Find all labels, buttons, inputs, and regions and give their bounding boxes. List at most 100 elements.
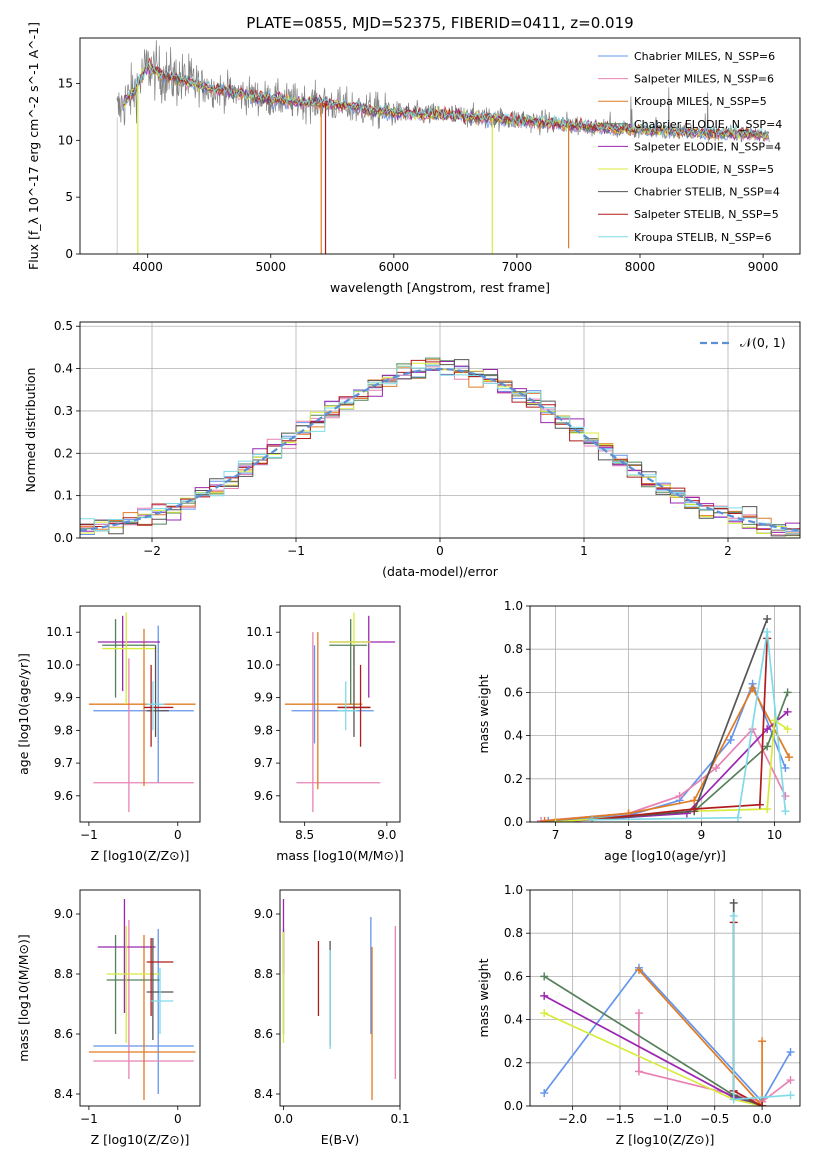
panel-spectrum: 4000 5000 6000 7000 8000 9000 0 5 10 15 wavelength… [26, 22, 801, 295]
x-tick-label: 10 [767, 828, 782, 842]
errorbar-point [337, 645, 371, 737]
weight-marker [781, 764, 790, 772]
plot-area-mass-vs-EBV [282, 899, 396, 1100]
y-tick-label: 10.1 [46, 625, 73, 639]
legend-item: 𝒩(0, 1) [700, 335, 786, 350]
weight-line [638, 1013, 792, 1103]
weight-marker [783, 725, 792, 734]
panel-mass-vs-EBV: 0.0 0.1 8.4 8.6 8.8 9.0 E(B-V) [254, 889, 410, 1147]
weight-marker [755, 800, 764, 809]
legend-label: Chabrier STELIB, N_SSP=4 [634, 186, 780, 199]
y-tick-label: 15 [58, 76, 73, 90]
errorbar-point [284, 632, 363, 790]
x-tick-label: −1.5 [605, 1112, 634, 1126]
y-tick-label: 10.0 [46, 658, 73, 672]
y-axis-label: mass [log10(M/M⊙)] [16, 934, 31, 1062]
x-tick-label: 2 [724, 544, 732, 558]
legend-item: Kroupa STELIB, N_SSP=6 [598, 231, 772, 244]
x-tick-label: 9 [698, 828, 706, 842]
x-tick-label: 8.5 [295, 828, 314, 842]
axes-frame [79, 605, 201, 823]
axes-frame [529, 605, 801, 823]
x-tick-label: 7 [552, 828, 560, 842]
weight-line [543, 975, 763, 1106]
weight-marker [763, 725, 772, 734]
legend-label: Chabrier MILES, N_SSP=6 [634, 50, 775, 63]
y-axis-label: Flux [f_λ 10^-17 erg cm^-2 s^-1 A^-1] [26, 22, 41, 270]
y-tick-label: 9.6 [254, 789, 273, 803]
x-axis-label: Z [log10(Z/Z⊙)] [91, 848, 190, 863]
weight-marker [763, 805, 772, 814]
weight-marker [551, 818, 560, 822]
weight-marker [770, 716, 779, 725]
weight-marker [690, 796, 699, 805]
weight-marker [540, 1009, 549, 1018]
x-tick-label: −1 [80, 828, 98, 842]
y-axis-label: mass weight [476, 674, 491, 753]
x-axis-label: mass [log10(M/M⊙)] [276, 848, 404, 863]
y-tick-label: 0.6 [504, 685, 523, 699]
x-tick-label: 9000 [748, 260, 779, 274]
x-tick-label: 9.0 [377, 828, 396, 842]
errorbar-point [337, 664, 371, 747]
panel-residuals: −2 −1 0 1 2 0.0 0.1 0.2 0.3 0.4 0.5 (data-model)/er… [23, 319, 801, 579]
y-tick-label: 0.3 [54, 404, 73, 418]
y-tick-label: 9.6 [54, 789, 73, 803]
errorbar-point [144, 664, 174, 747]
legend-label: Kroupa STELIB, N_SSP=6 [634, 231, 772, 244]
axes-frame [79, 889, 201, 1107]
legend-item: Kroupa ELODIE, N_SSP=5 [598, 163, 774, 176]
axes-frame [79, 37, 801, 255]
x-tick-label: −1 [80, 1112, 98, 1126]
plot-area-mass-vs-Z [88, 899, 196, 1100]
weight-line [591, 631, 787, 821]
x-tick-label: −2.0 [558, 1112, 587, 1126]
x-tick-label: −1 [287, 544, 305, 558]
model-line [123, 57, 769, 140]
weight-marker [729, 898, 738, 907]
y-tick-label: 0.2 [54, 446, 73, 460]
x-tick-label: 8000 [625, 260, 656, 274]
errorbar-point [337, 681, 358, 731]
errorbar-point [146, 645, 169, 737]
weight-marker [634, 965, 643, 974]
errorbar-point [291, 645, 374, 744]
legend-label: Salpeter ELODIE, N_SSP=4 [634, 140, 781, 153]
weight-marker [781, 807, 790, 816]
weight-marker [540, 972, 549, 981]
plot-area-residuals [80, 357, 800, 537]
axes-frame [279, 889, 401, 1107]
x-axis-label: age [log10(age/yr)] [604, 848, 726, 863]
y-tick-label: 1.0 [504, 599, 523, 613]
y-tick-label: 9.0 [54, 907, 73, 921]
y-tick-label: 0.8 [504, 642, 523, 656]
histogram-step [80, 365, 800, 535]
legend-item: Chabrier ELODIE, N_SSP=4 [598, 118, 782, 131]
legend-item: Chabrier STELIB, N_SSP=4 [598, 186, 780, 199]
x-tick-label: 0 [436, 544, 444, 558]
plot-area-age-vs-Z [88, 612, 196, 813]
weight-marker [540, 1089, 549, 1098]
weight-marker [748, 684, 757, 693]
errorbar-point [88, 628, 196, 786]
panels: 4000 5000 6000 7000 8000 9000051015wavelength… [16, 22, 801, 1147]
model-line [122, 62, 769, 139]
axes-frame [529, 889, 801, 1107]
y-tick-label: 10 [58, 133, 73, 147]
panel-age-vs-mass: 8.5 9.0 9.6 9.7 9.8 9.9 10.0 10.1 mass [log10(M/… [246, 605, 404, 863]
weight-marker [634, 1009, 643, 1018]
legend-item: Salpeter MILES, N_SSP=6 [598, 73, 774, 86]
legend-label: Kroupa MILES, N_SSP=5 [634, 95, 767, 108]
errorbar-point [106, 935, 160, 1034]
weight-marker [690, 805, 699, 814]
weight-line [591, 638, 769, 821]
y-tick-label: 9.9 [254, 691, 273, 705]
axes-frame [279, 605, 401, 823]
panel-mass-vs-Z: −1 0 8.4 8.6 8.8 9.0 Z [log10(Z/Z⊙)] mass [log1… [16, 889, 201, 1147]
legend-label: Salpeter STELIB, N_SSP=5 [634, 208, 779, 221]
y-tick-label: 0.0 [504, 815, 523, 829]
y-tick-label: 0.2 [504, 1056, 523, 1070]
plot-area-age-vs-mass [284, 612, 396, 813]
y-tick-label: 0.4 [504, 729, 523, 743]
legend-item: Salpeter ELODIE, N_SSP=4 [598, 140, 781, 153]
